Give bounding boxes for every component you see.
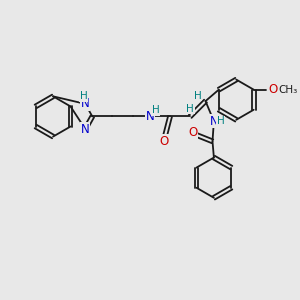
Text: N: N	[146, 110, 154, 123]
Text: O: O	[268, 83, 278, 96]
Text: O: O	[188, 126, 198, 139]
Text: O: O	[159, 135, 168, 148]
Text: H: H	[186, 103, 194, 114]
Text: N: N	[81, 98, 90, 110]
Text: H: H	[217, 116, 225, 126]
Text: H: H	[194, 91, 202, 100]
Text: N: N	[209, 115, 218, 128]
Text: N: N	[81, 122, 90, 136]
Text: H: H	[80, 91, 88, 101]
Text: CH₃: CH₃	[278, 85, 297, 94]
Text: H: H	[152, 105, 159, 115]
